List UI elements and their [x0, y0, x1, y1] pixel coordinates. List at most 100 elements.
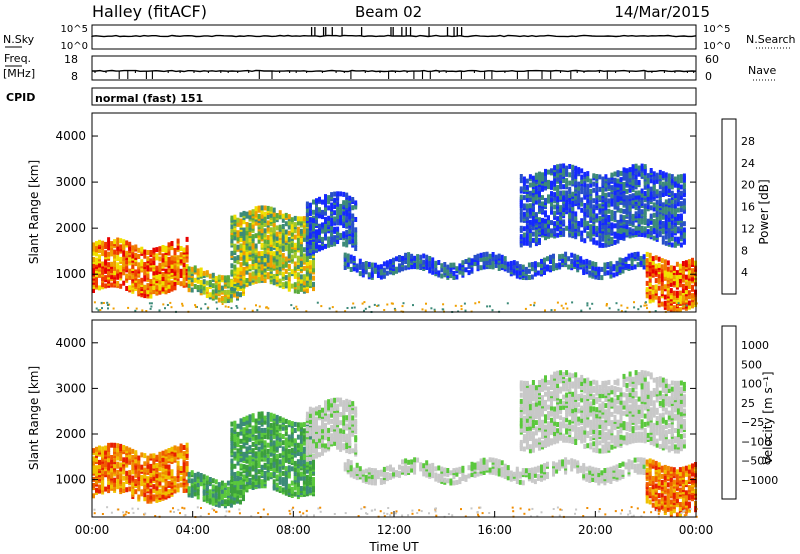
- heatmap-cell: [312, 438, 315, 444]
- nsky-spikes: [310, 27, 463, 36]
- heatmap-cell: [640, 198, 644, 204]
- heatmap-cell: [275, 425, 279, 431]
- heatmap-cell: [550, 168, 553, 174]
- heatmap-cell: [113, 485, 117, 491]
- heatmap-cell: [296, 459, 300, 465]
- heatmap-cell: [302, 257, 306, 263]
- heatmap-cell: [687, 300, 691, 306]
- heatmap-cell: [239, 463, 243, 469]
- heatmap-cell: [92, 267, 95, 273]
- heatmap-cell: [202, 484, 206, 490]
- heatmap-cell: [550, 228, 553, 234]
- heatmap-cell: [522, 236, 526, 242]
- heatmap-cell: [583, 207, 587, 213]
- heatmap-cell: [233, 463, 237, 469]
- heatmap-cell: [598, 236, 602, 242]
- heatmap-cell: [245, 419, 249, 425]
- heatmap-cell: [425, 254, 429, 260]
- heatmap-cell: [106, 301, 109, 304]
- heatmap-cell: [248, 484, 252, 490]
- heatmap-cell: [643, 203, 647, 209]
- heatmap-cell: [143, 288, 147, 294]
- heatmap-cell: [170, 280, 174, 286]
- heatmap-cell: [243, 307, 246, 310]
- heatmap-cell: [324, 404, 327, 410]
- heatmap-cell: [525, 178, 529, 184]
- heatmap-cell: [604, 205, 608, 211]
- heatmap-cell: [339, 203, 343, 209]
- heatmap-cell: [664, 191, 668, 197]
- heatmap-cell: [137, 494, 141, 500]
- heatmap-cell: [119, 478, 123, 484]
- heatmap-cell: [257, 469, 261, 475]
- heatmap-cell: [336, 226, 340, 232]
- heatmap-cell: [574, 180, 578, 186]
- heatmap-cell: [691, 303, 694, 309]
- heatmap-cell: [281, 446, 285, 452]
- heatmap-cell: [571, 222, 575, 228]
- heatmap-cell: [637, 207, 641, 212]
- heatmap-cell: [601, 242, 605, 248]
- heatmap-cell: [92, 448, 95, 454]
- heatmap-cell: [296, 220, 300, 226]
- heatmap-cell: [170, 306, 173, 309]
- heatmap-cell: [272, 446, 276, 452]
- heatmap-cell: [574, 211, 578, 217]
- heatmap-cell: [134, 478, 138, 484]
- nsky-strip: N.Sky 10^5 10^0 10^5 10^0 N.Search: [3, 24, 796, 52]
- heatmap-cell: [245, 244, 249, 250]
- heatmap-cell: [648, 277, 652, 283]
- heatmap-cell: [345, 215, 349, 221]
- heatmap-cell: [312, 481, 315, 487]
- heatmap-cell: [217, 494, 221, 500]
- heatmap-cell: [321, 446, 324, 452]
- heatmap-cell: [687, 263, 691, 269]
- heatmap-cell: [308, 456, 312, 461]
- heatmap-cell: [131, 475, 135, 481]
- heatmap-cell: [176, 487, 180, 493]
- heatmap-cell: [305, 249, 309, 255]
- heatmap-cell: [580, 309, 583, 312]
- heatmap-cell: [610, 172, 614, 178]
- heatmap-cell: [547, 194, 550, 200]
- heatmap-cell: [379, 270, 383, 276]
- heatmap-cell: [230, 491, 234, 497]
- heatmap-cell: [199, 279, 203, 285]
- heatmap-cell: [565, 194, 569, 200]
- heatmap-cell: [648, 281, 652, 287]
- heatmap-cell: [324, 400, 327, 406]
- heatmap-cell: [254, 463, 258, 469]
- heatmap-cell: [652, 235, 656, 241]
- heatmap-cell: [670, 190, 674, 196]
- heatmap-cell: [305, 310, 308, 313]
- heatmap-cell: [251, 435, 255, 441]
- heatmap-cell: [281, 257, 285, 263]
- heatmap-cell: [161, 280, 165, 286]
- heatmap-cell: [248, 214, 252, 220]
- heatmap-cell: [382, 273, 386, 279]
- heatmap-cell: [592, 173, 596, 179]
- heatmap-cell: [649, 226, 653, 231]
- heatmap-cell: [342, 231, 346, 237]
- heatmap-cell: [351, 213, 355, 219]
- heatmap-cell: [392, 257, 395, 263]
- heatmap-cell: [140, 246, 144, 252]
- heatmap-cell: [269, 472, 273, 478]
- heatmap-cell: [112, 307, 115, 310]
- y-tick-label: 1000: [55, 267, 86, 281]
- heatmap-cell: [564, 251, 568, 257]
- heatmap-cell: [190, 287, 194, 293]
- heatmap-cell: [452, 275, 456, 280]
- heatmap-cell: [257, 479, 261, 485]
- heatmap-cell: [308, 459, 312, 465]
- heatmap-cell: [646, 173, 650, 179]
- heatmap-cell: [284, 256, 288, 262]
- heatmap-cell: [595, 182, 599, 188]
- heatmap-cell: [533, 261, 537, 267]
- heatmap-cell: [92, 466, 95, 472]
- heatmap-cell: [152, 270, 156, 276]
- heatmap-cell: [559, 163, 563, 169]
- heatmap-cell: [251, 474, 255, 480]
- heatmap-cell: [260, 471, 264, 476]
- heatmap-cell: [649, 186, 653, 192]
